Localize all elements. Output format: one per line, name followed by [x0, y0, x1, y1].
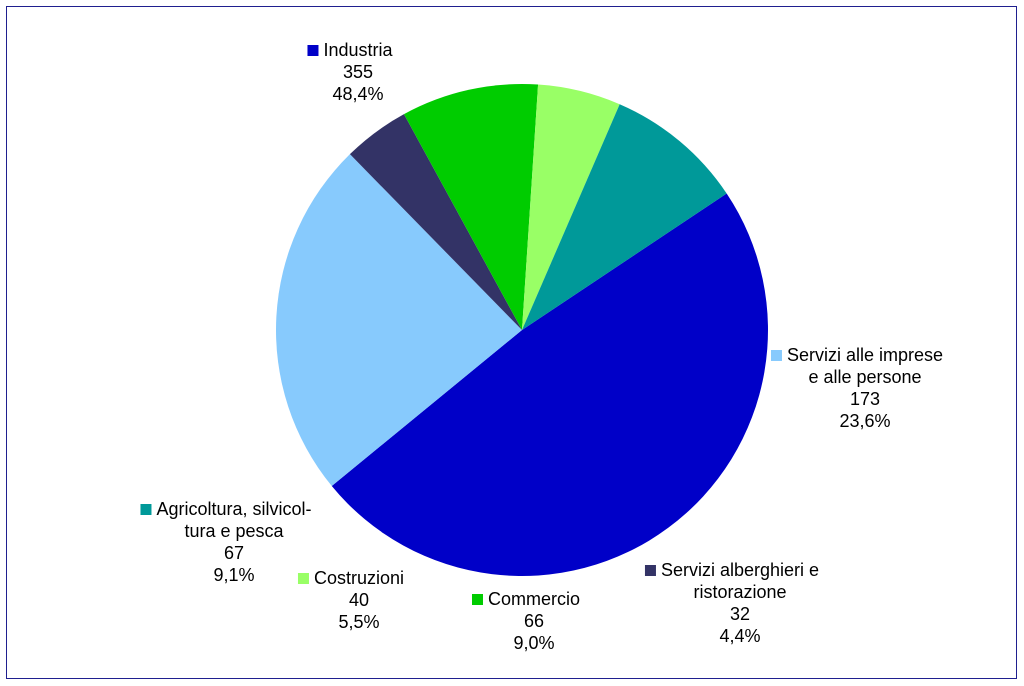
slice-value-text: 355: [343, 62, 373, 82]
legend-swatch: [644, 565, 656, 576]
slice-name-text: e alle persone: [808, 367, 921, 387]
slice-name-text: Servizi alle imprese: [787, 345, 943, 365]
pie-slice: [403, 83, 539, 330]
slice-value-text: 66: [524, 611, 544, 631]
slice-percent-text: 5,5%: [338, 612, 379, 632]
pie-slice: [522, 84, 620, 330]
slice-value-text: 40: [349, 590, 369, 610]
legend-swatch: [770, 350, 782, 361]
slice-percent-text: 9,0%: [513, 633, 554, 653]
legend-swatch: [140, 504, 152, 515]
slice-value-text: 67: [224, 543, 244, 563]
slice-name-text: Industria: [323, 40, 393, 60]
slice-name-text: Agricoltura, silvicol-: [156, 499, 311, 519]
legend-swatch: [307, 45, 319, 56]
slice-name-text: Costruzioni: [314, 568, 404, 588]
legend-swatch: [471, 594, 483, 605]
pie-slice: [349, 114, 522, 330]
slice-value-text: 173: [850, 389, 880, 409]
slice-percent-text: 4,4%: [719, 626, 760, 646]
slice-percent-text: 23,6%: [839, 411, 890, 431]
pie-slice: [276, 154, 522, 486]
pie-slice: [522, 104, 727, 331]
slice-value-text: 32: [730, 604, 750, 624]
slice-name-text: tura e pesca: [184, 521, 284, 541]
slice-percent-text: 9,1%: [213, 565, 254, 585]
slice-percent-text: 48,4%: [332, 84, 383, 104]
pie-slice: [331, 193, 768, 576]
legend-swatch: [297, 573, 309, 584]
slice-name-text: Commercio: [488, 589, 580, 609]
slice-name-text: ristorazione: [693, 582, 786, 602]
slice-name-text: Servizi alberghieri e: [661, 560, 819, 580]
